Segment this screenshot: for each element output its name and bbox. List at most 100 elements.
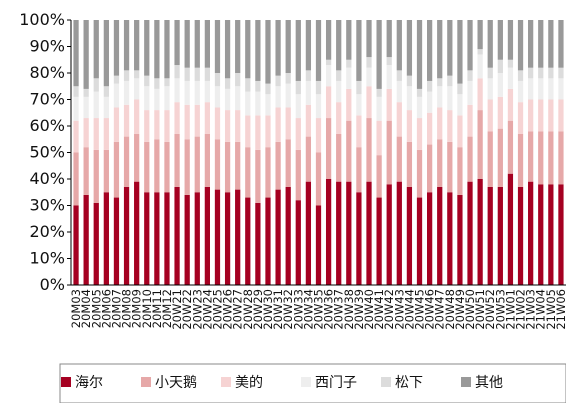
bar-segment-1 (477, 110, 483, 179)
bar-segment-0 (315, 205, 322, 285)
bar-segment-4 (204, 67, 210, 81)
y-tick-label: 10% (29, 249, 65, 268)
bar-segment-5 (295, 20, 301, 81)
x-tick-label: 20W23 (190, 289, 204, 330)
y-tick-label: 30% (29, 196, 65, 215)
bar-segment-0 (194, 192, 200, 285)
bar-segment-5 (356, 20, 362, 81)
bar-segment-4 (154, 78, 160, 89)
bar-segment-3 (123, 80, 130, 105)
bar-segment-0 (255, 202, 261, 285)
bar-segment-2 (406, 110, 413, 142)
bar-segment-5 (376, 20, 382, 89)
x-tick-label: 20W45 (413, 289, 427, 330)
bar-segment-5 (497, 20, 503, 60)
x-tick-label: 20M04 (79, 289, 93, 328)
legend-label-5: 其他 (475, 375, 503, 391)
bar-segment-1 (487, 131, 493, 187)
bar-segment-1 (224, 141, 231, 193)
bar-segment-2 (538, 99, 544, 132)
bar-segment-0 (134, 181, 140, 285)
bar-segment-4 (275, 75, 281, 87)
x-tick-label: 20W24 (200, 289, 214, 330)
bar-segment-1 (528, 131, 534, 182)
bar-segment-4 (477, 49, 483, 55)
bar-segment-3 (285, 83, 291, 108)
bar-segment-2 (174, 102, 180, 134)
y-tick-label: 0% (40, 275, 65, 294)
bar-segment-2 (285, 107, 291, 140)
bar-segment-0 (245, 197, 251, 285)
bar-segment-5 (255, 20, 261, 81)
bar-segment-3 (235, 86, 241, 111)
x-tick-label: 20W28 (241, 289, 255, 330)
x-tick-label: 20M06 (99, 289, 113, 328)
bar-segment-4 (174, 65, 180, 79)
x-tick-label: 20W48 (443, 289, 457, 330)
bar-segment-5 (447, 20, 453, 76)
bar-segment-5 (275, 20, 281, 76)
bar-segment-1 (204, 133, 210, 187)
bar-segment-5 (83, 20, 89, 89)
bar-segment-1 (447, 141, 453, 193)
bar-segment-0 (73, 205, 79, 285)
bar-segment-1 (427, 144, 433, 193)
bar-segment-5 (93, 20, 99, 79)
bar-segment-1 (457, 147, 463, 195)
bar-segment-5 (174, 20, 180, 66)
bar-segment-3 (103, 96, 109, 119)
bar-segment-3 (336, 80, 342, 103)
bar-segment-4 (325, 59, 332, 66)
bar-segment-5 (103, 20, 109, 87)
bar-segment-1 (214, 139, 221, 190)
x-tick-label: 20M12 (160, 289, 174, 328)
bar-segment-2 (447, 110, 453, 142)
bar-segment-3 (416, 96, 423, 119)
bar-segment-1 (123, 136, 130, 187)
bar-segment-1 (305, 136, 312, 182)
bar-segment-3 (538, 78, 544, 100)
bar-segment-2 (164, 110, 170, 142)
bar-segment-5 (235, 20, 241, 73)
bar-segment-4 (73, 86, 79, 97)
bar-segment-2 (416, 118, 423, 150)
bar-segment-1 (467, 136, 473, 182)
x-tick-label: 20W40 (362, 289, 376, 330)
bar-segment-4 (315, 80, 322, 95)
bar-segment-0 (275, 189, 281, 285)
bar-segment-3 (507, 67, 514, 89)
bar-segment-1 (538, 131, 544, 185)
legend-swatch-3 (301, 377, 311, 387)
bar-segment-3 (154, 88, 160, 111)
bar-segment-4 (336, 70, 342, 81)
bar-segment-3 (315, 94, 322, 119)
bar-segment-5 (528, 20, 534, 68)
x-tick-label: 20W47 (433, 289, 447, 330)
x-tick-label: 20M03 (69, 289, 83, 328)
bar-segment-3 (396, 80, 402, 103)
bar-segment-2 (255, 115, 261, 150)
x-tick-label: 20W26 (221, 289, 235, 330)
bar-segment-0 (184, 194, 190, 285)
bar-segment-3 (204, 80, 210, 103)
bar-segment-1 (144, 141, 150, 193)
bar-segment-1 (416, 149, 423, 198)
bar-segment-4 (487, 67, 493, 79)
bar-segment-1 (103, 149, 109, 193)
bar-segment-0 (507, 173, 514, 285)
bar-segment-5 (386, 20, 392, 58)
bar-segment-5 (477, 20, 483, 50)
legend-swatch-2 (221, 377, 231, 387)
bar-segment-3 (194, 80, 200, 105)
bar-segment-1 (325, 118, 332, 179)
bar-segment-1 (497, 128, 503, 187)
bar-segment-5 (366, 20, 372, 58)
bar-segment-4 (83, 88, 89, 97)
bar-segment-1 (235, 141, 241, 190)
bar-segment-1 (154, 139, 160, 193)
x-tick-label: 20W51 (473, 289, 487, 330)
bar-segment-2 (457, 115, 463, 148)
bar-segment-3 (265, 94, 271, 116)
bar-segment-3 (305, 80, 312, 105)
x-tick-label: 20W41 (372, 289, 386, 330)
